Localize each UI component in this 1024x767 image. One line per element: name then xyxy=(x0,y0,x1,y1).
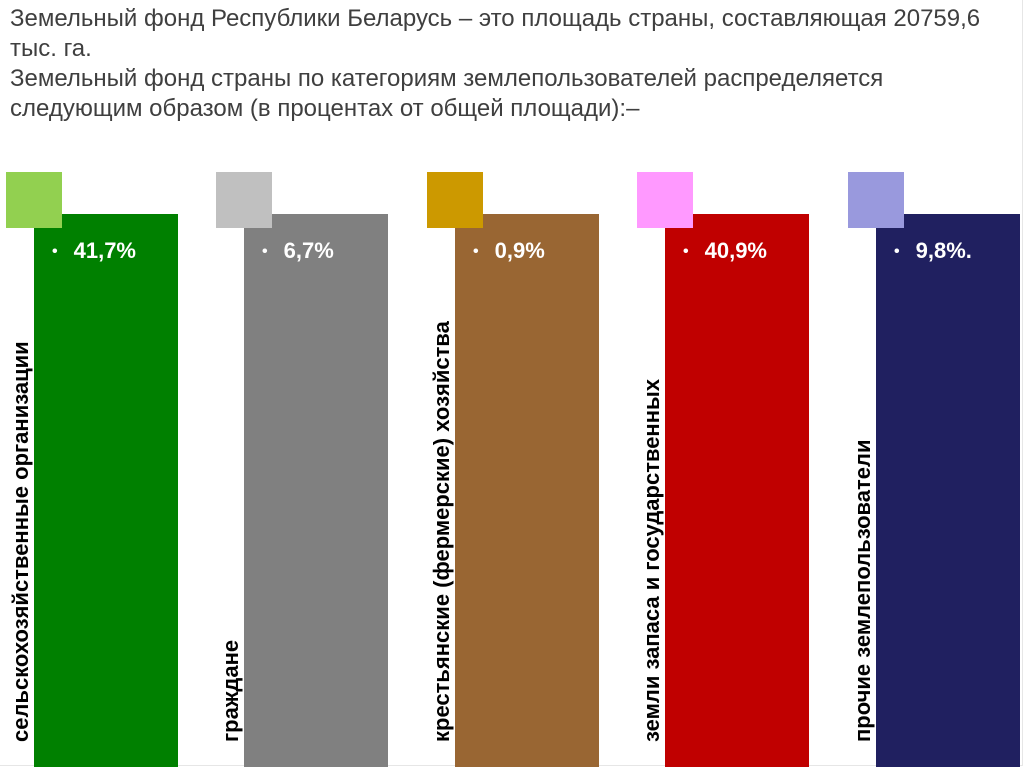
category-color-swatch xyxy=(6,172,62,228)
category-value-text: 0,9% xyxy=(494,238,545,263)
category-label: сельскохозяйственные организации xyxy=(8,341,33,742)
category-value-text: 9,8%. xyxy=(915,238,972,263)
bullet-icon: • xyxy=(894,243,900,260)
category-panel xyxy=(665,214,809,767)
category-label: крестьянские (фермерские) хозяйства xyxy=(429,321,454,742)
bullet-icon: • xyxy=(683,243,689,260)
bullet-icon: • xyxy=(262,243,268,260)
category-color-swatch xyxy=(216,172,272,228)
category-panel xyxy=(34,214,178,767)
category-panel xyxy=(244,214,388,767)
bullet-icon: • xyxy=(473,243,479,260)
category-label: земли запаса и государственных xyxy=(639,378,664,742)
intro-text: Земельный фонд Республики Беларусь – это… xyxy=(10,4,1010,124)
category-value-text: 6,7% xyxy=(283,238,334,263)
category-value-text: 40,9% xyxy=(704,238,767,263)
category-value: • 40,9% xyxy=(683,238,767,264)
bullet-icon: • xyxy=(52,243,58,260)
category-value: • 0,9% xyxy=(473,238,545,264)
category-value-text: 41,7% xyxy=(73,238,136,263)
category-color-swatch xyxy=(637,172,693,228)
category-panel xyxy=(455,214,599,767)
category-citizens: • 6,7% граждане xyxy=(216,172,416,767)
category-color-swatch xyxy=(848,172,904,228)
category-farm-households: • 0,9% крестьянские (фермерские) хозяйств… xyxy=(427,172,627,767)
category-label: прочие землепользователи xyxy=(850,439,875,742)
category-agricultural-organizations: • 41,7% сельскохозяйственные организации xyxy=(6,172,206,767)
intro-line-2: Земельный фонд страны по категориям земл… xyxy=(10,65,884,122)
category-reserve-and-state-lands: • 40,9% земли запаса и государственных xyxy=(637,172,837,767)
category-panel xyxy=(876,214,1020,767)
category-color-swatch xyxy=(427,172,483,228)
category-value: • 9,8%. xyxy=(894,238,972,264)
intro-line-1: Земельный фонд Республики Беларусь – это… xyxy=(10,5,981,62)
category-label: граждане xyxy=(218,639,243,742)
category-value: • 6,7% xyxy=(262,238,334,264)
category-other-land-users: • 9,8%. прочие землепользователи xyxy=(848,172,1024,767)
category-value: • 41,7% xyxy=(52,238,136,264)
